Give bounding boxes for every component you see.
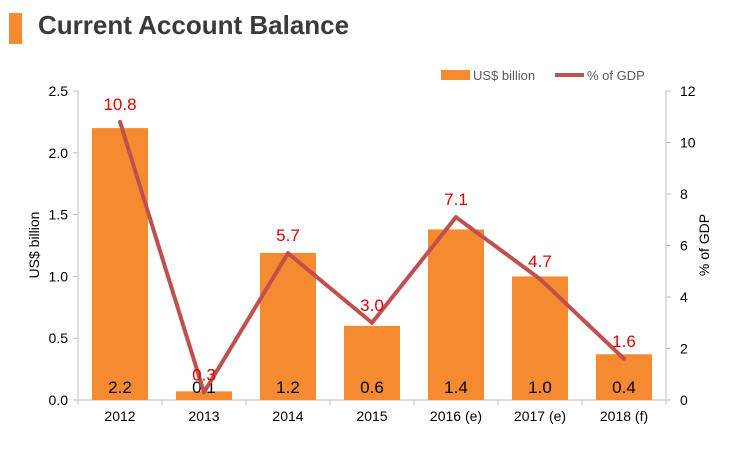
y-left-tick-label: 2.0 (49, 145, 69, 161)
bar (260, 252, 316, 400)
legend: US$ billion % of GDP (441, 68, 645, 83)
legend-bar-label: US$ billion (473, 68, 535, 83)
line-data-label: 1.6 (612, 332, 636, 351)
line-point (622, 356, 626, 361)
x-tick-label: 2015 (356, 408, 387, 424)
bar-data-label: 1.2 (276, 378, 300, 397)
x-tick-label: 2014 (272, 408, 303, 424)
line-data-label: 7.1 (444, 190, 468, 209)
line-data-label: 0.3 (192, 365, 216, 384)
bar (176, 391, 232, 400)
y-left-tick-label: 2.5 (49, 83, 69, 99)
y-axis-left-label: US$ billion (26, 212, 42, 279)
bar-data-label: 1.0 (528, 378, 552, 397)
line-data-label: 10.8 (103, 95, 136, 114)
y-right-tick-label: 4 (680, 289, 688, 305)
y-axis-right-label: % of GDP (696, 214, 712, 276)
line-data-label: 3.0 (360, 296, 384, 315)
line-point (538, 276, 542, 281)
x-tick-label: 2017 (e) (514, 408, 566, 424)
line-point (286, 251, 290, 256)
bar-data-label: 2.2 (108, 378, 132, 397)
bar (92, 128, 148, 400)
bar (344, 325, 400, 400)
y-left-tick-label: 1.0 (49, 268, 69, 284)
line-point (370, 320, 374, 325)
y-right-tick-label: 12 (680, 83, 696, 99)
y-right-tick-label: 6 (680, 238, 688, 254)
x-tick-label: 2018 (f) (600, 408, 648, 424)
chart-title: Current Account Balance (38, 10, 350, 40)
y-right-tick-label: 2 (680, 341, 688, 357)
legend-bar-swatch (441, 70, 470, 80)
bar (596, 354, 652, 400)
x-tick-label: 2012 (104, 408, 135, 424)
bar (428, 229, 484, 400)
bar-data-label: 1.4 (444, 378, 468, 397)
line-point (202, 390, 206, 395)
line-data-label: 4.7 (528, 252, 552, 271)
line-point (454, 215, 458, 220)
bar-data-label: 0.6 (360, 378, 384, 397)
line-point (118, 119, 122, 124)
y-right-tick-label: 0 (680, 392, 688, 408)
line-data-label: 5.7 (276, 226, 300, 245)
y-right-tick-label: 10 (680, 135, 696, 151)
legend-line-label: % of GDP (587, 68, 645, 83)
x-tick-label: 2016 (e) (430, 408, 482, 424)
bar-data-label: 0.4 (612, 378, 636, 397)
y-left-tick-label: 0.5 (49, 330, 69, 346)
title-accent-bar (9, 13, 22, 44)
y-left-tick-label: 1.5 (49, 207, 69, 223)
x-tick-label: 2013 (188, 408, 219, 424)
y-left-tick-label: 0.0 (49, 392, 69, 408)
y-right-tick-label: 8 (680, 186, 688, 202)
